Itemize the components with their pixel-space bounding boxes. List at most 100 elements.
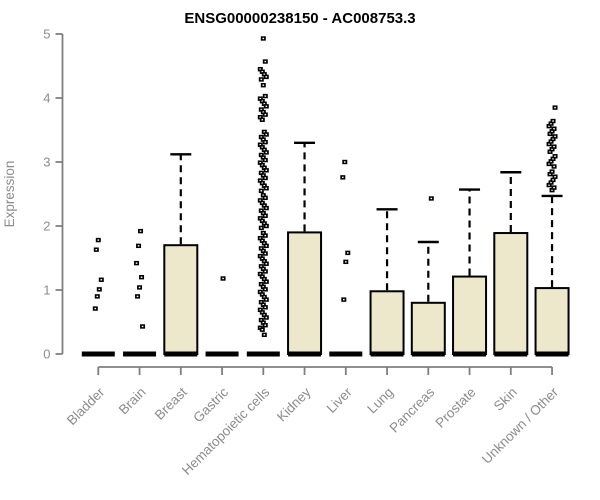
- outlier-point-center: [265, 105, 268, 108]
- outlier-point-center: [264, 270, 267, 273]
- outlier-point-center: [344, 161, 346, 163]
- outlier-point-center: [260, 283, 263, 285]
- outlier-point-center: [263, 131, 266, 133]
- outlier-point-center: [259, 116, 262, 118]
- outlier-point-center: [261, 182, 264, 184]
- outlier-point-center: [259, 291, 262, 293]
- outlier-point-center: [263, 167, 266, 169]
- outlier-point-center: [553, 128, 555, 130]
- outlier-point-center: [265, 280, 268, 283]
- outlier-point-center: [263, 334, 266, 336]
- outlier-point-center: [262, 84, 265, 86]
- outlier-point-center: [265, 316, 268, 319]
- outlier-point-center: [259, 255, 262, 257]
- median-line: [494, 351, 528, 357]
- outlier-point-center: [98, 288, 101, 291]
- outlier-point-center: [261, 240, 264, 242]
- outlier-point-center: [263, 314, 266, 316]
- outlier-point-center: [261, 119, 264, 121]
- outlier-point-center: [552, 179, 554, 181]
- outlier-point-center: [260, 247, 263, 250]
- outlier-point-center: [259, 68, 262, 70]
- outlier-point-center: [260, 319, 263, 321]
- outlier-point-center: [261, 328, 264, 331]
- outlier-point-center: [550, 181, 552, 184]
- median-line: [535, 351, 569, 357]
- outlier-point-center: [345, 261, 347, 263]
- outlier-point-center: [264, 159, 267, 161]
- outlier-point-center: [264, 234, 267, 237]
- outlier-point-center: [262, 212, 265, 214]
- iqr-box: [452, 275, 488, 355]
- outlier-point-center: [260, 301, 263, 303]
- outlier-point-center: [265, 76, 268, 78]
- outlier-point-center: [260, 209, 263, 212]
- outlier-point-center: [264, 215, 267, 217]
- outlier-point-center: [264, 324, 267, 326]
- median-line: [329, 351, 363, 357]
- y-tick-label: 2: [43, 219, 50, 234]
- outlier-point-center: [259, 97, 262, 100]
- iqr-box: [163, 244, 199, 355]
- outlier-point-center: [550, 160, 552, 163]
- outlier-point-center: [96, 295, 99, 298]
- outlier-point-center: [262, 321, 265, 324]
- outlier-point-center: [265, 298, 268, 301]
- median-line: [205, 351, 239, 357]
- median-line: [288, 351, 322, 357]
- outlier-point-center: [549, 173, 551, 175]
- outlier-point-center: [264, 306, 267, 308]
- outlier-point-center: [264, 141, 267, 143]
- outlier-point-center: [262, 174, 265, 177]
- outlier-point-center: [260, 190, 263, 192]
- outlier-point-center: [262, 268, 265, 270]
- y-tick-label: 0: [43, 347, 50, 362]
- x-category-label: Prostate: [433, 385, 479, 431]
- outlier-point-center: [259, 273, 262, 275]
- outlier-point-center: [548, 125, 550, 127]
- outlier-point-center: [261, 71, 264, 73]
- outlier-point-center: [265, 133, 268, 136]
- median-line: [164, 351, 198, 357]
- outlier-point-center: [262, 37, 265, 40]
- outlier-point-center: [554, 135, 556, 138]
- y-tick-label: 4: [43, 91, 50, 106]
- outlier-point-center: [551, 189, 553, 191]
- outlier-point-center: [549, 133, 551, 135]
- outlier-point-center: [265, 245, 268, 247]
- outlier-point-center: [263, 73, 266, 76]
- outlier-point-center: [549, 151, 551, 153]
- outlier-point-center: [261, 164, 264, 166]
- outlier-point-center: [260, 154, 263, 156]
- median-line: [411, 351, 445, 357]
- outlier-point-center: [553, 165, 555, 168]
- outlier-point-center: [259, 199, 262, 202]
- y-tick-label: 5: [43, 27, 50, 42]
- outlier-point-center: [552, 138, 554, 140]
- outlier-point-center: [260, 78, 263, 81]
- outlier-point-center: [552, 158, 554, 160]
- y-tick-label: 3: [43, 155, 50, 170]
- outlier-point-center: [222, 277, 224, 280]
- outlier-point-center: [264, 95, 267, 97]
- outlier-point-center: [260, 227, 263, 229]
- outlier-point-center: [264, 60, 267, 63]
- outlier-point-center: [261, 202, 264, 204]
- outlier-point-center: [265, 169, 268, 172]
- iqr-box: [493, 232, 529, 355]
- outlier-point-center: [342, 176, 344, 179]
- outlier-point-center: [265, 225, 268, 227]
- x-category-label: Brain: [116, 385, 149, 418]
- x-category-label: Kidney: [274, 384, 314, 424]
- outlier-point-center: [554, 106, 556, 109]
- outlier-point-center: [263, 242, 266, 244]
- outlier-point-center: [261, 257, 264, 260]
- outlier-point-center: [140, 276, 143, 278]
- outlier-point-center: [265, 207, 268, 209]
- outlier-point-center: [95, 248, 98, 251]
- outlier-point-center: [259, 309, 262, 311]
- outlier-point-center: [262, 138, 265, 141]
- outlier-point-center: [262, 232, 265, 234]
